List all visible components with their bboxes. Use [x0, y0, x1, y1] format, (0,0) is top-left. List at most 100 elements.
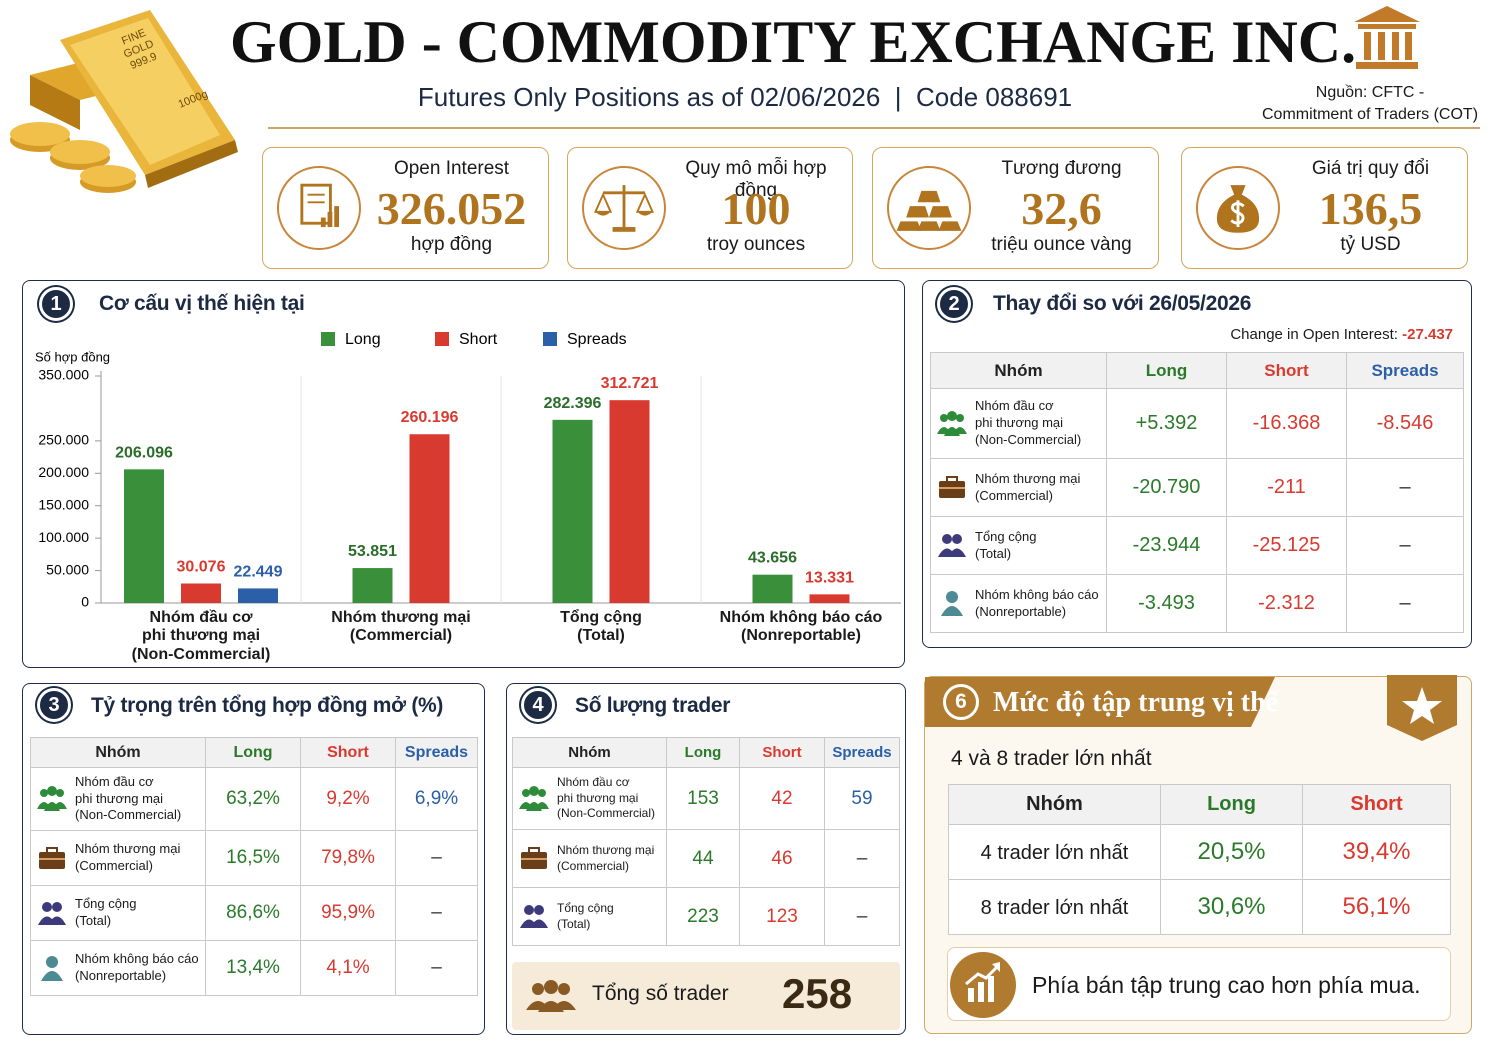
- table-row: Nhóm không báo cáo (Nonreportable) -3.493…: [930, 574, 1464, 633]
- group-cell: Nhóm thương mại (Commercial): [513, 843, 666, 874]
- table-cell: 63,2%: [205, 767, 301, 831]
- table-cell: Nhóm không báo cáo (Nonreportable): [930, 574, 1107, 633]
- oi-change: Change in Open Interest: -27.437: [1230, 326, 1453, 343]
- oi-change-value: -27.437: [1402, 326, 1453, 343]
- x-tick-label: Nhóm đầu cơ phi thương mại (Non-Commerci…: [131, 609, 271, 663]
- table-row: Tổng cộng (Total) 223 123 –: [512, 887, 900, 946]
- group-icon: [938, 534, 966, 557]
- table-cell: Tổng cộng (Total): [512, 887, 667, 946]
- group-name: Tổng cộng (Total): [557, 900, 614, 931]
- group-cell: Tổng cộng (Total): [31, 896, 205, 930]
- table-row: Tổng cộng (Total) 86,6% 95,9% –: [30, 885, 478, 941]
- group-cell: Nhóm thương mại (Commercial): [31, 841, 205, 875]
- cell-value: 39,4%: [1342, 838, 1411, 865]
- y-tick-label: 150.000: [38, 496, 89, 512]
- group-cell: Tổng cộng (Total): [513, 901, 666, 932]
- group-name: Nhóm thương mại (Commercial): [975, 470, 1081, 503]
- data-label: 53.851: [348, 543, 397, 560]
- source-note: Nguồn: CFTC - Commitment of Traders (COT…: [1261, 84, 1479, 124]
- card-unit: triệu ounce vàng: [991, 234, 1132, 255]
- section-title: Cơ cấu vị thế hiện tại: [99, 292, 305, 315]
- group-name: Nhóm đầu cơ phi thương mại (Non-Commerci…: [557, 775, 656, 821]
- table-cell: –: [395, 885, 478, 941]
- table-cell: 30,6%: [1160, 879, 1303, 935]
- table-cell: 6,9%: [395, 767, 478, 831]
- table-cell: 79,8%: [300, 830, 396, 886]
- page-subtitle: Futures Only Positions as of 02/06/2026 …: [417, 82, 1073, 112]
- y-tick-label: 0: [81, 594, 89, 610]
- cell-value: -25.125: [1252, 534, 1321, 556]
- data-table: Nhóm Long Short Spreads Nhóm đầu cơ phi thươ…: [512, 737, 900, 946]
- group-cell: Nhóm đầu cơ phi thương mại (Non-Commerci…: [513, 775, 666, 822]
- table-cell: -16.368: [1226, 388, 1347, 459]
- group-icon: [41, 955, 63, 981]
- table-cell: 4 trader lớn nhất: [948, 824, 1161, 880]
- column-header: Short: [300, 737, 396, 768]
- table-cell: 8 trader lớn nhất: [948, 879, 1161, 935]
- group-icon: [939, 476, 965, 498]
- bar: [124, 469, 164, 603]
- bar: [352, 568, 393, 603]
- table-cell: –: [1346, 458, 1464, 517]
- section-number: 3: [37, 688, 71, 722]
- column-header: Long: [1106, 352, 1227, 389]
- cell-value: -20.790: [1132, 476, 1201, 498]
- table-row: 8 trader lớn nhất 30,6% 56,1%: [948, 879, 1451, 935]
- card-icon: [887, 166, 971, 250]
- table-cell: -211: [1226, 458, 1347, 517]
- card-icon: [1196, 166, 1280, 250]
- cell-value: –: [431, 902, 442, 923]
- legend-label: Long: [345, 331, 381, 348]
- group-cell: Nhóm thương mại (Commercial): [931, 471, 1106, 505]
- card-label: Open Interest: [393, 158, 510, 179]
- group-name: 8 trader lớn nhất: [980, 897, 1129, 919]
- header-row: Nhóm Long Short Spreads: [512, 737, 900, 768]
- table-row: Tổng cộng (Total) -23.944 -25.125 –: [930, 516, 1464, 575]
- legend-swatch: [543, 332, 557, 346]
- data-label: 312.721: [601, 375, 659, 392]
- legend-label: Short: [459, 331, 498, 348]
- column-header: Nhóm: [930, 352, 1107, 389]
- section-number: 6: [943, 684, 979, 720]
- group-icon: [38, 901, 66, 925]
- chart: Số hợp đồng 0 50.000 100.000 150.000 200.000…: [35, 331, 901, 610]
- table-cell: Nhóm thương mại (Commercial): [930, 458, 1107, 517]
- table-row: 4 trader lớn nhất 20,5% 39,4%: [948, 824, 1451, 880]
- cell-value: 20,5%: [1197, 838, 1266, 865]
- table-cell: 59: [824, 767, 900, 830]
- cell-value: 59: [851, 787, 873, 809]
- x-tick-label: Nhóm thương mại (Commercial): [331, 609, 471, 645]
- table-cell: –: [824, 829, 900, 888]
- column-header: Nhóm: [30, 737, 206, 768]
- cell-value: 223: [687, 905, 719, 927]
- total-value: 258: [782, 970, 853, 1017]
- table-cell: –: [395, 940, 478, 996]
- table-cell: -3.493: [1106, 574, 1227, 633]
- traders-panel: 4 Số lượng trader Tổng số trader 258 Nhó…: [506, 683, 906, 1035]
- card-value: 32,6: [1021, 183, 1102, 234]
- y-tick-label: 200.000: [38, 464, 89, 480]
- chart-panel: 1 Cơ cấu vị thế hiện tại Số hợp đồng 0 50…: [22, 280, 905, 668]
- table-cell: -8.546: [1346, 388, 1464, 459]
- bar: [609, 400, 650, 603]
- x-tick-label: Tổng cộng (Total): [560, 609, 642, 645]
- group-name: 4 trader lớn nhất: [980, 842, 1129, 864]
- group-cell: Nhóm đầu cơ phi thương mại (Non-Commerci…: [931, 398, 1106, 449]
- section-number: 1: [39, 287, 73, 321]
- data-label: 43.656: [748, 550, 797, 567]
- group-cell: Nhóm đầu cơ phi thương mại (Non-Commerci…: [31, 774, 205, 825]
- cell-value: 63,2%: [226, 788, 280, 809]
- header-row: Nhóm Long Short Spreads: [30, 737, 478, 768]
- section-title: Mức độ tập trung vị thế: [993, 687, 1279, 718]
- x-tick-label: Nhóm không báo cáo (Nonreportable): [719, 609, 883, 645]
- table-cell: –: [1346, 516, 1464, 575]
- cell-value: 86,6%: [226, 902, 280, 923]
- table-cell: Nhóm đầu cơ phi thương mại (Non-Commerci…: [930, 388, 1107, 459]
- section-number: 2: [937, 287, 971, 321]
- table-cell: 223: [666, 887, 740, 946]
- legend-swatch: [435, 332, 449, 346]
- ribbon: [925, 677, 1275, 727]
- bar: [809, 594, 850, 603]
- cell-value: 16,5%: [226, 847, 280, 868]
